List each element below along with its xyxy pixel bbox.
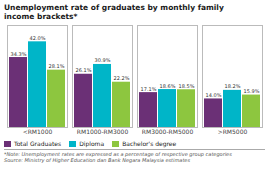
svg-text:<RM1000: <RM1000 — [23, 128, 53, 135]
svg-text:26.1%: 26.1% — [76, 67, 92, 73]
html-text:Unemployment rate of graduates: Unemployment rate of graduates by monthl… — [4, 3, 224, 21]
svg-text:22.2%: 22.2% — [114, 75, 130, 81]
svg-text:18.6%: 18.6% — [160, 83, 176, 89]
html-text:*Note: Unemployment rates are: *Note: Unemployment rates are expressed … — [4, 151, 232, 157]
html-text:Source: Ministry of Higher Edu: Source: Ministry of Higher Education dan… — [4, 157, 190, 164]
svg-text:30.9%: 30.9% — [95, 57, 111, 63]
html-text:Diploma: Diploma — [79, 140, 105, 147]
svg-text:42.0%: 42.0% — [30, 35, 46, 41]
html-text:Total Graduates: Total Graduates — [14, 140, 62, 147]
svg-text:18.2%: 18.2% — [225, 83, 241, 89]
svg-text:>RM5000: >RM5000 — [218, 128, 248, 135]
svg-text:14.0%: 14.0% — [206, 92, 222, 98]
svg-text:RM3000-RM5000: RM3000-RM5000 — [142, 128, 194, 135]
svg-text:18.5%: 18.5% — [179, 83, 195, 89]
svg-text:15.9%: 15.9% — [244, 88, 260, 94]
html-text:Bachelor's degree: Bachelor's degree — [122, 140, 177, 147]
svg-text:34.3%: 34.3% — [11, 51, 27, 57]
svg-text:17.1%: 17.1% — [141, 86, 157, 92]
svg-text:28.1%: 28.1% — [49, 63, 65, 69]
svg-text:RM1000-RM3000: RM1000-RM3000 — [77, 128, 129, 135]
